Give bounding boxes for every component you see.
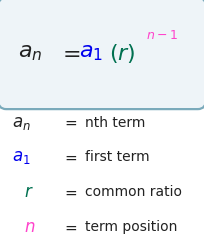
Text: first term: first term (85, 151, 149, 164)
Text: nth term: nth term (85, 116, 145, 130)
Text: $a_1$: $a_1$ (12, 149, 31, 166)
Text: $a_n$: $a_n$ (18, 43, 43, 63)
Text: $=$: $=$ (62, 150, 78, 165)
Text: $a_1$: $a_1$ (79, 43, 103, 63)
Text: common ratio: common ratio (85, 185, 182, 199)
Text: $=$: $=$ (62, 115, 78, 130)
Text: $n$: $n$ (24, 218, 36, 236)
Text: $(r)$: $(r)$ (109, 42, 136, 65)
FancyBboxPatch shape (0, 0, 204, 109)
Text: $a_n$: $a_n$ (12, 114, 31, 132)
Text: $r$: $r$ (24, 183, 34, 201)
Text: $=$: $=$ (62, 185, 78, 200)
Text: $=$: $=$ (62, 219, 78, 234)
Text: $=$: $=$ (58, 43, 81, 63)
Text: $n-1$: $n-1$ (146, 30, 178, 42)
Text: term position: term position (85, 220, 177, 234)
